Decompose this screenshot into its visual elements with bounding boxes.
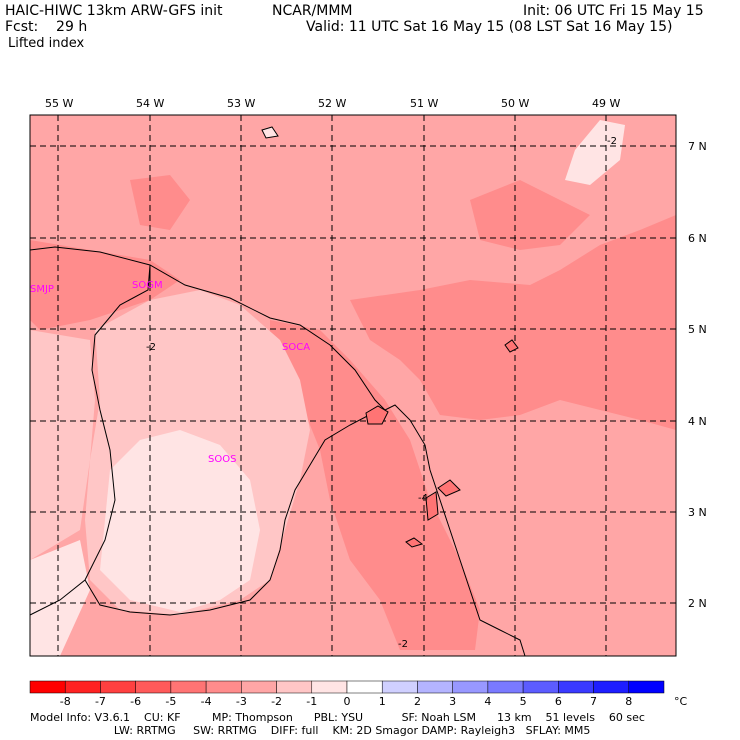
colorbar-swatch [29, 680, 66, 694]
model-info-line1: Model Info: V3.6.1 CU: KF MP: Thompson P… [30, 711, 645, 724]
colorbar-tick-label: 7 [590, 695, 597, 708]
colorbar-tick-label: 3 [449, 695, 456, 708]
contour-label-west: -2 [146, 342, 156, 353]
contour-label-coast: -4 [418, 493, 428, 504]
station-sogm: SOGM [132, 280, 163, 291]
lat-label-6n: 6 N [688, 232, 707, 245]
colorbar-swatch [417, 680, 453, 694]
colorbar-tick-label: 0 [344, 695, 351, 708]
station-smjp: SMJP [30, 284, 54, 295]
colorbar-swatch [452, 680, 489, 694]
station-soos: SOOS [208, 454, 236, 465]
colorbar-swatch [276, 680, 313, 694]
lat-label-7n: 7 N [688, 140, 707, 153]
shade-region-northeast [470, 180, 590, 250]
contour-cell-2 [437, 479, 461, 497]
colorbar-swatch [241, 680, 277, 694]
colorbar-swatch [205, 680, 242, 694]
lifted-index-shading [30, 115, 676, 656]
colorbar-tick-label: 2 [414, 695, 421, 708]
lon-label-49w: 49 W [592, 97, 620, 110]
colorbar-swatch [628, 680, 665, 694]
lon-label-54w: 54 W [136, 97, 164, 110]
organization-label: NCAR/MMM [272, 3, 353, 19]
map-frame [29, 114, 677, 657]
lat-lon-grid [30, 115, 676, 656]
contour-cell-5 [504, 339, 519, 353]
colorbar-swatch [135, 680, 172, 694]
forecast-hour: Fcst: 29 h [5, 19, 88, 35]
colorbar-swatch [170, 680, 207, 694]
colorbar-unit: °C [674, 695, 688, 708]
init-time: Init: 06 UTC Fri 15 May 15 [523, 3, 704, 19]
colorbar-tick-label: -2 [271, 695, 282, 708]
colorbar-swatch [346, 680, 383, 694]
border-suriname-french-guiana [84, 411, 376, 616]
shade-region-east [350, 215, 676, 430]
valid-time: Valid: 11 UTC Sat 16 May 15 (08 LST Sat … [306, 19, 673, 35]
colorbar-tick-label: 8 [625, 695, 632, 708]
colorbar [29, 680, 665, 694]
shade-region-southwest [30, 540, 90, 656]
lon-label-55w: 55 W [45, 97, 73, 110]
lat-label-3n: 3 N [688, 506, 707, 519]
colorbar-swatch [64, 680, 101, 694]
lat-label-4n: 4 N [688, 415, 707, 428]
colorbar-tick-label: -8 [60, 695, 71, 708]
colorbar-swatch [487, 680, 524, 694]
colorbar-tick-label: 1 [379, 695, 386, 708]
colorbar-tick-label: -3 [236, 695, 247, 708]
model-title: HAIC-HIWC 13km ARW-GFS init [5, 3, 223, 19]
station-soca: SOCA [282, 342, 310, 353]
field-name: Lifted index [8, 36, 85, 51]
colorbar-tick-label: -7 [95, 695, 106, 708]
shade-region-west-lowland [30, 330, 95, 560]
colorbar-swatch [558, 680, 594, 694]
contour-label-south: -2 [398, 639, 408, 650]
lat-label-2n: 2 N [688, 597, 707, 610]
geographic-boundaries [29, 246, 526, 657]
colorbar-swatch [100, 680, 136, 694]
colorbar-tick-label: 4 [484, 695, 491, 708]
coastline [29, 246, 526, 657]
lon-label-53w: 53 W [227, 97, 255, 110]
contour-cell-3 [425, 491, 439, 521]
colorbar-tick-label: -1 [306, 695, 317, 708]
lon-label-51w: 51 W [410, 97, 438, 110]
lon-label-52w: 52 W [318, 97, 346, 110]
contour-label-northeast: -2 [607, 136, 617, 147]
border-guyana-suriname [29, 264, 151, 616]
contour-cell-6 [261, 126, 279, 139]
colorbar-tick-label: -5 [165, 695, 176, 708]
colorbar-labels: -8 -7 -6 -5 -4 -3 -2 -1 0 1 2 3 4 5 6 7 8 [60, 695, 633, 708]
contour-cells [261, 126, 519, 548]
colorbar-tick-label: -4 [201, 695, 212, 708]
shade-region-north [130, 175, 190, 230]
colorbar-swatch [522, 680, 559, 694]
contour-cell-1 [365, 405, 389, 425]
shade-region-northwest [30, 240, 180, 330]
colorbar-tick-label: 5 [520, 695, 527, 708]
colorbar-swatch [381, 680, 418, 694]
model-info-line2: LW: RRTMG SW: RRTMG DIFF: full KM: 2D Sm… [30, 724, 591, 737]
shade-region-coast [270, 320, 480, 650]
lat-label-5n: 5 N [688, 323, 707, 336]
colorbar-swatch [593, 680, 630, 694]
shade-region-northeast-corner [565, 120, 625, 185]
contour-cell-4 [405, 537, 424, 548]
lon-label-50w: 50 W [501, 97, 529, 110]
colorbar-swatch [311, 680, 348, 694]
colorbar-tick-label: -6 [130, 695, 141, 708]
shade-region-weakest [100, 430, 260, 612]
colorbar-tick-label: 6 [555, 695, 562, 708]
